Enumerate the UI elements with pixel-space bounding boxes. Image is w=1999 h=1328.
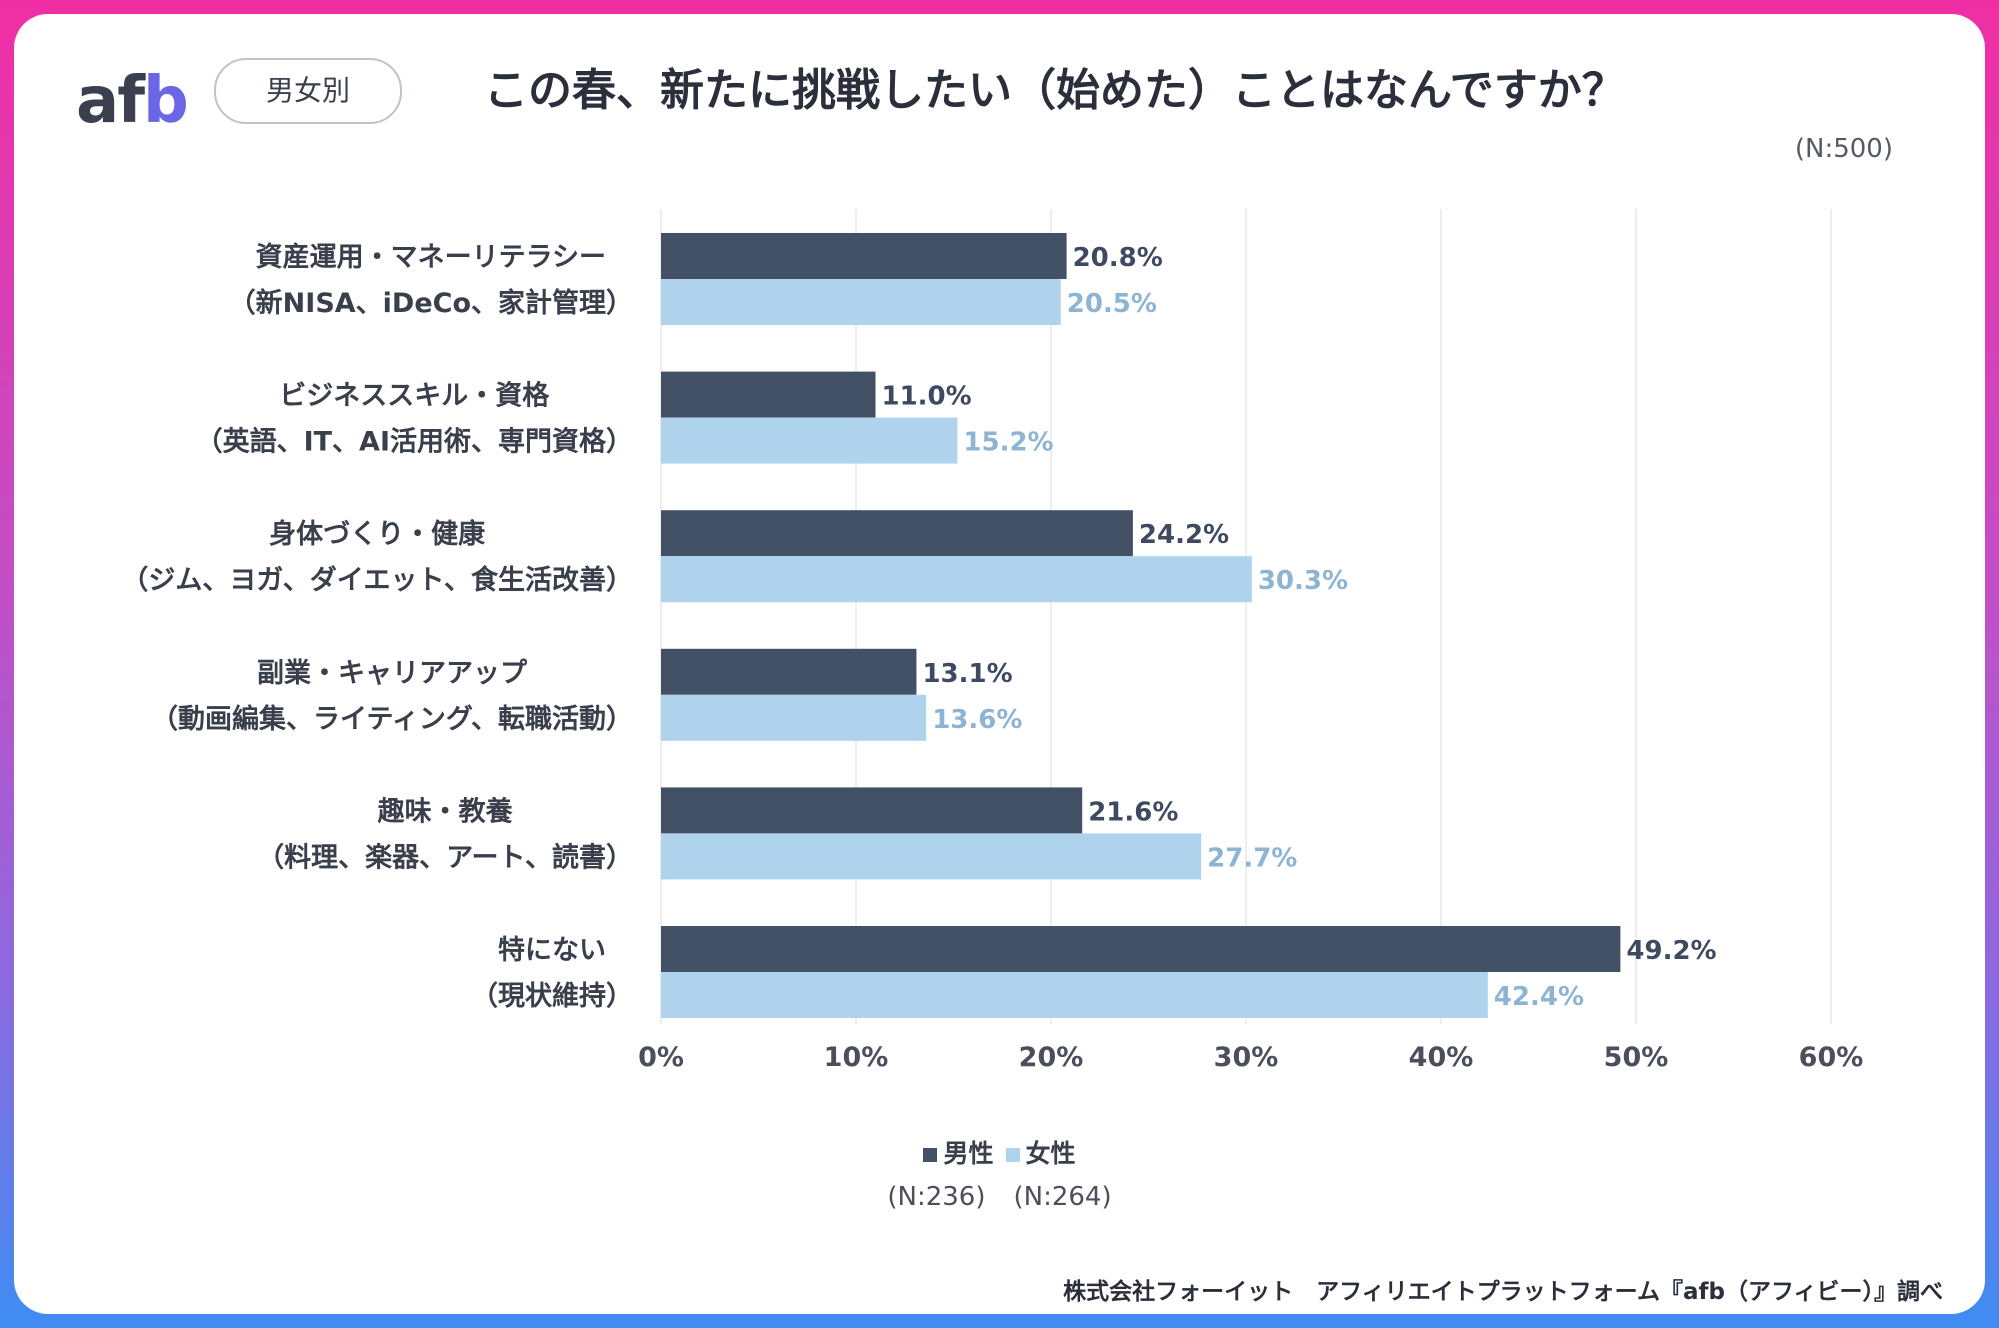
bar-male — [661, 787, 1083, 834]
chart-title: この春、新たに挑戦したい（始めた）ことはなんですか？ — [484, 65, 1626, 116]
bar-chart: 0% 10% 20% 30% 40% 50% 60% 20.8% 20.5% 資産運用・マネーリテ… — [121, 209, 1864, 1073]
value-label-female: 30.3% — [1258, 566, 1348, 596]
category-label-line1: ビジネススキル・資格 — [279, 381, 550, 412]
bar-male — [661, 926, 1621, 972]
value-label-female: 42.4% — [1494, 982, 1584, 1012]
category-label-line1: 資産運用・マネーリテラシー — [256, 241, 606, 273]
category-label-line1: 特にない — [498, 935, 606, 966]
bar-male — [661, 510, 1133, 557]
value-label-female: 15.2% — [963, 428, 1053, 458]
x-tick-label: 40% — [1409, 1042, 1474, 1073]
bar-female — [661, 972, 1488, 1018]
value-label-female: 27.7% — [1207, 843, 1297, 873]
legend-swatch-female — [1005, 1148, 1020, 1162]
value-label-male: 49.2% — [1626, 936, 1716, 966]
category-label-line2: （料理、楽器、アート、読書） — [257, 841, 633, 873]
x-tick-label: 60% — [1799, 1042, 1864, 1073]
x-tick-label: 10% — [824, 1042, 889, 1073]
bar-female — [661, 279, 1061, 325]
x-tick-label: 50% — [1604, 1042, 1669, 1073]
category-label-line2: （ジム、ヨガ、ダイエット、食生活改善） — [121, 564, 633, 596]
bar-male — [661, 233, 1067, 279]
category-label-line1: 趣味・教養 — [377, 795, 514, 827]
bar-male — [661, 371, 876, 418]
value-label-male: 20.8% — [1073, 243, 1163, 273]
category-label-line1: 副業・キャリアアップ — [257, 658, 528, 689]
legend-label-male: 男性 — [943, 1139, 994, 1168]
segment-tag: 男女別 — [214, 58, 402, 124]
legend-item-male: 男性 — [923, 1134, 994, 1170]
value-label-male: 13.1% — [922, 659, 1012, 689]
legend-item-female: 女性 — [1005, 1134, 1076, 1170]
value-label-female: 20.5% — [1067, 289, 1157, 319]
category-label-line2: （新NISA、iDeCo、家計管理） — [229, 287, 633, 319]
legend: 男性 女性 — [14, 1134, 1985, 1170]
female-sample-size: (N:264) — [1013, 1182, 1112, 1212]
category-label-line2: （英語、IT、AI活用術、専門資格） — [196, 426, 633, 458]
x-tick-label: 20% — [1019, 1042, 1084, 1073]
value-label-male: 24.2% — [1139, 520, 1229, 550]
afb-logo: afb — [76, 64, 189, 138]
legend-sample-sizes: (N:236) (N:264) — [14, 1182, 1985, 1212]
bar-female — [661, 556, 1252, 603]
x-tick-label: 0% — [638, 1042, 684, 1073]
legend-label-female: 女性 — [1025, 1139, 1076, 1168]
value-label-male: 21.6% — [1088, 797, 1178, 827]
category-label-line1: 身体づくり・健康 — [269, 518, 486, 550]
bar-male — [661, 648, 917, 695]
bar-female — [661, 417, 958, 464]
legend-swatch-male — [923, 1148, 938, 1162]
value-label-male: 11.0% — [882, 382, 972, 412]
chart-card: afb 男女別 この春、新たに挑戦したい（始めた）ことはなんですか？ (N:50… — [14, 14, 1985, 1314]
total-sample-size: (N:500) — [1794, 134, 1893, 164]
x-tick-label: 30% — [1214, 1042, 1279, 1073]
category-label-line2: （現状維持） — [471, 981, 633, 1012]
male-sample-size: (N:236) — [887, 1182, 986, 1212]
bar-female — [661, 694, 927, 741]
source-credit: 株式会社フォーイット アフィリエイトプラットフォーム『afb（アフィビー）』調べ — [1063, 1279, 1943, 1305]
category-label-line2: （動画編集、ライティング、転職活動） — [151, 703, 633, 735]
value-label-female: 13.6% — [932, 705, 1022, 735]
bar-female — [661, 833, 1202, 880]
